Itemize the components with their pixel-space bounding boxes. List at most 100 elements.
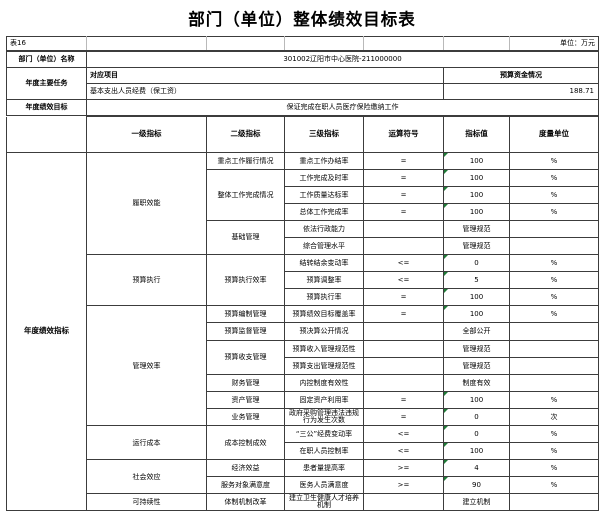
unit-cell [509, 339, 599, 358]
level1-indicator-cell: 可持续性 [86, 493, 207, 511]
level3-indicator-cell: 政府采购管理违法违规行为发生次数 [284, 407, 364, 427]
target-value-cell: 全部公开 [443, 322, 510, 341]
dept-name-row: 部门（单位）名称 301002辽阳市中心医院-211000000 [6, 51, 599, 68]
annual-indicator-side-label: 年度绩效指标 [6, 151, 87, 511]
meta-strip-table: 表16 单位：万元 [6, 36, 599, 51]
target-value-cell: 100 [443, 151, 510, 170]
table-row: 预算执行率=100%2023-12 [7, 288, 599, 307]
title-row: 部门（单位）整体绩效目标表 [6, 0, 598, 36]
side-header-spacer [6, 116, 87, 152]
level3-indicator-cell: 内控制度有效性 [284, 373, 364, 392]
table-row: 预算支出管理规范性管理规范2023-12 [7, 356, 599, 375]
unit-cell: % [509, 288, 599, 307]
operator-cell [363, 236, 444, 256]
unit-cell: % [509, 459, 599, 478]
funds-value: 188.71 [443, 83, 599, 100]
unit-cell: % [509, 442, 599, 461]
table-row: 预算调整率<=5%2023-12 [7, 271, 599, 290]
operator-cell: = [363, 288, 444, 307]
operator-cell: = [363, 151, 444, 170]
annual-goal-label: 年度绩效目标 [6, 99, 87, 116]
target-value-cell: 100 [443, 185, 510, 204]
unit-cell: % [509, 305, 599, 324]
header-level2: 二级指标 [206, 116, 285, 153]
level3-indicator-cell: 结转结余变动率 [284, 254, 364, 273]
operator-cell [363, 219, 444, 238]
project-value: 基本支出人员经费（保工资） [86, 83, 444, 100]
unit-cell: % [509, 424, 599, 444]
meta-blank-1 [86, 36, 207, 51]
unit-cell [509, 219, 599, 238]
level2-indicator-cell: 预算执行效率 [206, 254, 285, 307]
target-value-cell: 100 [443, 305, 510, 324]
operator-cell: >= [363, 476, 444, 495]
unit-cell [509, 236, 599, 256]
unit-note: 单位：万元 [509, 36, 599, 51]
target-value-cell: 制度有效 [443, 373, 510, 392]
operator-cell: <= [363, 254, 444, 273]
table-row: 财务管理内控制度有效性制度有效2023-12 [7, 373, 599, 392]
unit-cell: % [509, 168, 599, 187]
level2-indicator-cell: 体制机制改革 [206, 493, 285, 511]
project-column-header: 对应项目 [86, 67, 444, 84]
level3-indicator-cell: 重点工作办结率 [284, 151, 364, 170]
meta-blank-5 [443, 36, 510, 51]
level2-indicator-cell: 成本控制成效 [206, 424, 285, 461]
target-value-cell: 0 [443, 254, 510, 273]
unit-cell: % [509, 271, 599, 290]
level3-indicator-cell: 预算支出管理规范性 [284, 356, 364, 375]
operator-cell: >= [363, 459, 444, 478]
operator-cell [363, 322, 444, 341]
task-header-row: 年度主要任务 对应项目 预算资金情况 [6, 67, 599, 100]
unit-cell: % [509, 202, 599, 221]
dept-name-label: 部门（单位）名称 [6, 51, 87, 68]
table-row: 基础管理依法行政能力管理规范2023-12 [7, 219, 599, 256]
level3-indicator-cell: “三公”经费变动率 [284, 424, 364, 444]
operator-cell: = [363, 185, 444, 204]
unit-cell: % [509, 185, 599, 204]
meta-blank-4 [363, 36, 444, 51]
performance-target-page: 部门（单位）整体绩效目标表 表16 单位：万元 部门（单位）名称 301002辽… [6, 0, 599, 511]
meta-blank-3 [284, 36, 364, 51]
operator-cell: = [363, 202, 444, 221]
target-value-cell: 5 [443, 271, 510, 290]
target-value-cell: 管理规范 [443, 356, 510, 375]
operator-cell: = [363, 305, 444, 324]
target-value-cell: 0 [443, 407, 510, 427]
level3-indicator-cell: 固定资产利用率 [284, 390, 364, 409]
target-value-cell: 100 [443, 442, 510, 461]
target-value-cell: 100 [443, 168, 510, 187]
target-value-cell: 100 [443, 288, 510, 307]
unit-cell [509, 493, 599, 511]
task-value-row: 基本支出人员经费（保工资） 188.71 [7, 83, 599, 100]
target-value-cell: 100 [443, 390, 510, 409]
level1-indicator-cell: 运行成本 [86, 424, 207, 461]
operator-cell [363, 373, 444, 392]
level2-indicator-cell: 经济效益 [206, 459, 285, 478]
annual-task-label: 年度主要任务 [6, 67, 87, 100]
level2-indicator-cell: 业务管理 [206, 407, 285, 427]
level3-indicator-cell: 预算收入管理规范性 [284, 339, 364, 358]
header-level3: 三级指标 [284, 116, 364, 153]
target-value-cell: 管理规范 [443, 219, 510, 238]
page-title: 部门（单位）整体绩效目标表 [188, 10, 416, 29]
operator-cell: <= [363, 271, 444, 290]
level2-indicator-cell: 整体工作完成情况 [206, 168, 285, 221]
funds-column-header: 预算资金情况 [443, 67, 599, 84]
level3-indicator-cell: 预决算公开情况 [284, 322, 364, 341]
level2-indicator-cell: 预算编制管理 [206, 305, 285, 324]
level3-indicator-cell: 综合管理水平 [284, 236, 364, 256]
level3-indicator-cell: 建立卫生健康人才培养机制 [284, 493, 364, 511]
operator-cell: <= [363, 442, 444, 461]
table-row: 可持续性体制机制改革建立卫生健康人才培养机制建立机制2023-12 [7, 493, 599, 511]
target-value-cell: 建立机制 [443, 493, 510, 511]
info-table: 部门（单位）名称 301002辽阳市中心医院-211000000 年度主要任务 … [6, 51, 599, 116]
level3-indicator-cell: 工作质量达标率 [284, 185, 364, 204]
dept-name-value: 301002辽阳市中心医院-211000000 [86, 51, 599, 68]
unit-cell [509, 356, 599, 375]
target-value-cell: 90 [443, 476, 510, 495]
